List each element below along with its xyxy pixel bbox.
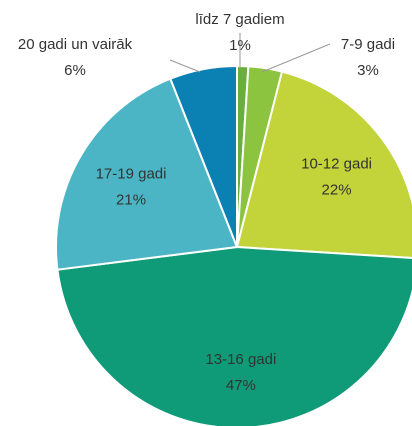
- slice-label: 13-16 gadi: [205, 351, 276, 368]
- slice-label: 17-19 gadi: [96, 165, 167, 182]
- value-label: 6%: [64, 62, 86, 79]
- value-label: 22%: [322, 182, 352, 199]
- slice-label: 20 gadi un vairāk: [18, 36, 133, 53]
- leader-line: [261, 43, 331, 73]
- leader-line: [169, 59, 201, 73]
- slice: [235, 70, 412, 260]
- labels: līdz 7 gadiem 1% 7-9 gadi 3% 10-12 gadi 22% 13…: [18, 11, 395, 394]
- value-label: 21%: [116, 191, 146, 208]
- slice: [55, 77, 239, 271]
- slice-label: 7-9 gadi: [341, 36, 395, 53]
- value-label: 47%: [226, 377, 256, 394]
- slice: [169, 64, 238, 248]
- slice-label: 10-12 gadi: [301, 156, 372, 173]
- slice: [56, 245, 412, 426]
- value-label: 3%: [357, 62, 379, 79]
- pie: [55, 64, 412, 426]
- value-label: 1%: [229, 37, 251, 54]
- slice-label: līdz 7 gadiem: [195, 11, 284, 28]
